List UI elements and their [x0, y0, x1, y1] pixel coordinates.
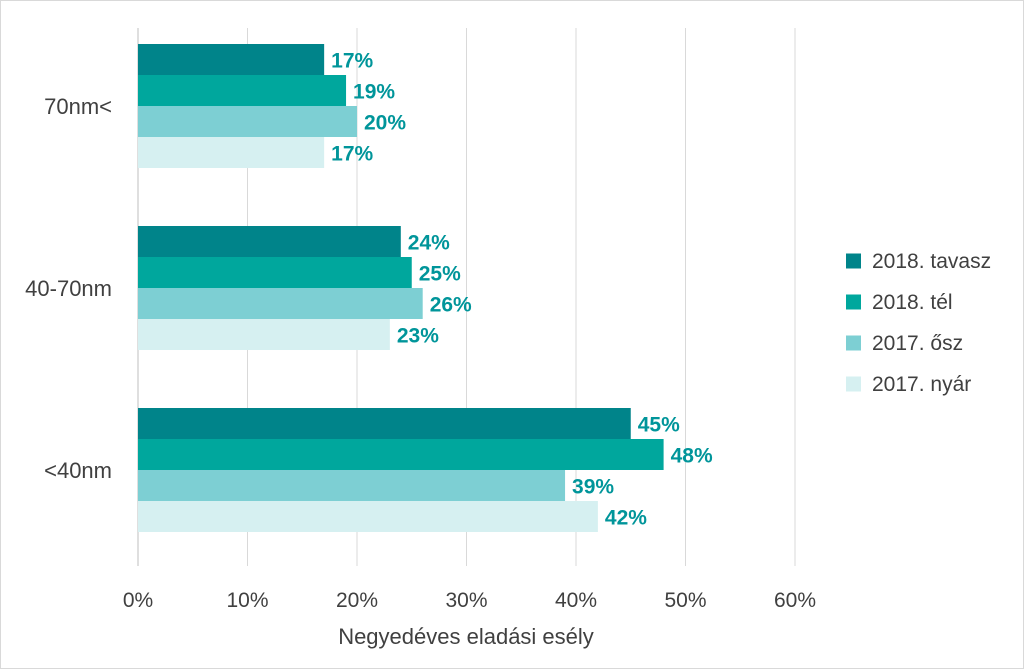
legend-swatch — [846, 253, 861, 269]
x-axis-ticks: 0% 10% 20% 30% 40% 50% 60% — [123, 589, 816, 612]
category-label: 70nm< — [44, 94, 112, 119]
bar — [138, 288, 423, 319]
legend-label: 2017. nyár — [872, 373, 971, 396]
data-label: 20% — [364, 112, 406, 135]
bar — [138, 257, 412, 288]
bar — [138, 44, 325, 75]
legend: 2018. tavasz 2018. tél 2017. ősz 2017. nyár — [846, 250, 991, 396]
data-label: 17% — [331, 143, 373, 166]
bar — [138, 470, 566, 501]
bar — [138, 408, 631, 439]
data-label: 45% — [638, 414, 680, 437]
x-tick-label: 20% — [336, 589, 378, 612]
category-labels: 70nm< 40-70nm <40nm — [25, 94, 112, 483]
data-label: 42% — [605, 507, 647, 530]
bar — [138, 75, 347, 106]
category-label: 40-70nm — [25, 276, 112, 301]
x-tick-label: 60% — [774, 589, 816, 612]
bar — [138, 439, 664, 470]
legend-label: 2018. tavasz — [872, 250, 991, 273]
x-tick-label: 10% — [226, 589, 268, 612]
bar — [138, 319, 390, 350]
legend-swatch — [846, 376, 861, 392]
data-label: 24% — [408, 232, 450, 255]
data-label: 17% — [331, 50, 373, 73]
data-label: 25% — [419, 263, 461, 286]
x-tick-label: 30% — [445, 589, 487, 612]
bar — [138, 226, 401, 257]
legend-swatch — [846, 294, 861, 310]
x-tick-label: 0% — [123, 589, 153, 612]
x-tick-label: 50% — [664, 589, 706, 612]
data-label: 19% — [353, 81, 395, 104]
bar — [138, 106, 357, 137]
x-axis-title: Negyedéves eladási esély — [338, 624, 594, 649]
legend-label: 2017. ősz — [872, 332, 963, 355]
bars: 17% 19% 20% 17% 24% 25% 26% 23% 45% 48% 39% 42% — [138, 44, 713, 532]
bar — [138, 501, 598, 532]
data-label: 26% — [430, 294, 472, 317]
legend-swatch — [846, 335, 861, 351]
data-label: 23% — [397, 325, 439, 348]
legend-label: 2018. tél — [872, 291, 953, 314]
data-label: 48% — [671, 445, 713, 468]
x-tick-label: 40% — [555, 589, 597, 612]
category-label: <40nm — [44, 458, 112, 483]
bar — [138, 137, 325, 168]
data-label: 39% — [572, 476, 614, 499]
